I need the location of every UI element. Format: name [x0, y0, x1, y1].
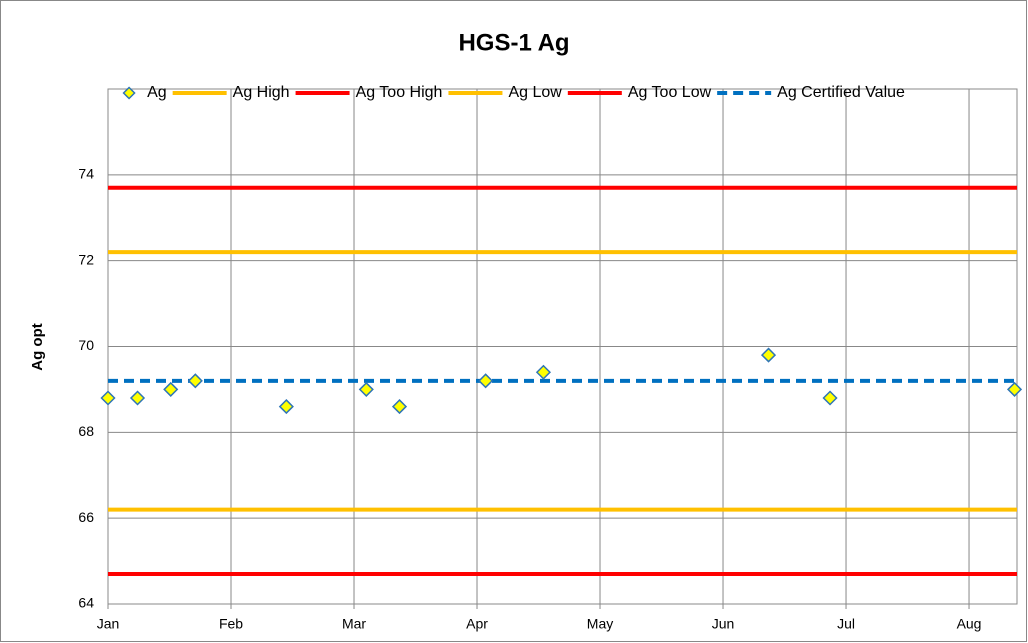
legend-item: Ag High — [172, 84, 290, 101]
data-point — [187, 373, 203, 389]
y-tick-label: 74 — [78, 166, 94, 182]
data-point — [535, 364, 551, 380]
data-point — [100, 390, 116, 406]
y-tick-label: 72 — [78, 251, 94, 267]
x-tick-label: Aug — [957, 616, 982, 632]
y-tick-label: 64 — [78, 595, 94, 611]
data-point — [163, 381, 179, 397]
data-point — [391, 399, 408, 415]
data-point — [278, 399, 294, 415]
x-tick-label: May — [587, 616, 613, 632]
data-point — [358, 381, 374, 397]
legend-symbol — [122, 86, 136, 100]
legend-label: Ag Certified Value — [777, 84, 905, 101]
data-point — [1006, 381, 1023, 397]
legend-item: Ag Certified Value — [717, 84, 905, 101]
legend-item: Ag — [122, 84, 167, 101]
x-tick-label: Feb — [219, 616, 243, 632]
x-tick-label: Mar — [342, 616, 366, 632]
x-tick-label: Apr — [466, 616, 488, 632]
legend-label: Ag Low — [508, 84, 562, 101]
x-tick-label: Jul — [837, 616, 855, 632]
y-tick-label: 70 — [78, 337, 94, 353]
data-point — [478, 373, 494, 389]
legend-label: Ag High — [233, 84, 290, 101]
y-tick-label: 68 — [78, 423, 94, 439]
data-point — [760, 347, 777, 363]
data-point — [129, 390, 146, 406]
y-tick-label: 66 — [78, 509, 94, 525]
x-tick-label: Jun — [712, 616, 735, 632]
legend-item: Ag Low — [448, 84, 562, 101]
y-axis-label: Ag opt — [29, 323, 46, 370]
legend-item: Ag Too High — [295, 84, 443, 101]
data-point — [822, 390, 838, 406]
legend-item: Ag Too Low — [567, 84, 712, 101]
x-tick-label: Jan — [97, 616, 120, 632]
chart-title: HGS-1 Ag — [458, 29, 569, 56]
legend-label: Ag Too Low — [628, 84, 712, 101]
legend-label: Ag Too High — [356, 84, 443, 101]
legend-label: Ag — [147, 84, 167, 101]
